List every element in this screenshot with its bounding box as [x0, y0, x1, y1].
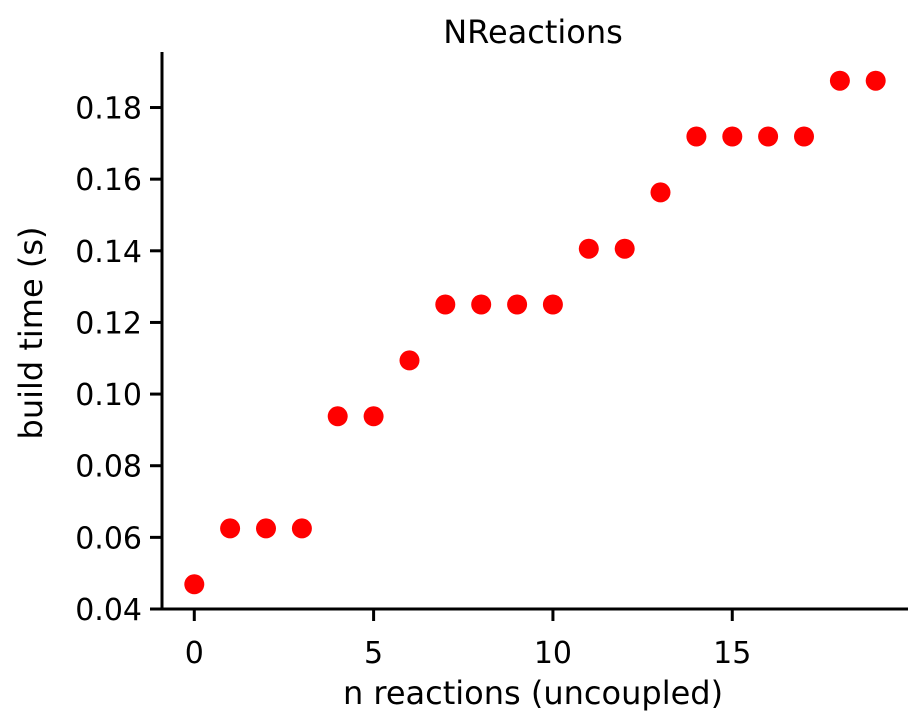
data-point — [220, 518, 241, 539]
y-tick-label: 0.04 — [75, 593, 142, 628]
y-tick-label: 0.14 — [75, 235, 142, 270]
data-point — [399, 350, 420, 371]
data-point — [686, 126, 707, 147]
data-point — [578, 238, 599, 259]
data-point — [794, 126, 814, 147]
x-axis-ticks: 0 5 10 15 — [185, 609, 751, 671]
x-axis-title: n reactions (uncoupled) — [343, 674, 723, 712]
data-point — [829, 70, 850, 91]
x-tick-label: 15 — [713, 636, 751, 671]
y-tick-label: 0.08 — [75, 450, 142, 485]
y-tick-label: 0.06 — [75, 521, 142, 556]
y-tick-label: 0.18 — [75, 92, 142, 127]
data-point — [865, 70, 886, 91]
data-point — [327, 406, 348, 427]
data-point — [363, 406, 384, 427]
data-point — [435, 294, 456, 315]
data-point — [542, 294, 563, 315]
y-axis-ticks: 0.04 0.06 0.08 0.10 0.12 0.14 0.16 0.18 — [75, 92, 162, 628]
data-points — [184, 70, 886, 595]
data-point — [758, 126, 779, 147]
data-point — [507, 294, 528, 315]
data-point — [471, 294, 492, 315]
data-point — [614, 238, 635, 259]
chart-title: NReactions — [443, 13, 623, 51]
y-axis-title: build time (s) — [12, 227, 50, 440]
x-tick-label: 0 — [185, 636, 204, 671]
y-tick-label: 0.12 — [75, 306, 142, 341]
y-tick-label: 0.16 — [75, 163, 142, 198]
data-point — [184, 574, 205, 595]
y-tick-label: 0.10 — [75, 378, 142, 413]
data-point — [722, 126, 743, 147]
data-point — [256, 518, 276, 539]
x-tick-label: 10 — [534, 636, 572, 671]
data-point — [650, 182, 671, 203]
x-tick-label: 5 — [364, 636, 383, 671]
data-point — [291, 518, 312, 539]
